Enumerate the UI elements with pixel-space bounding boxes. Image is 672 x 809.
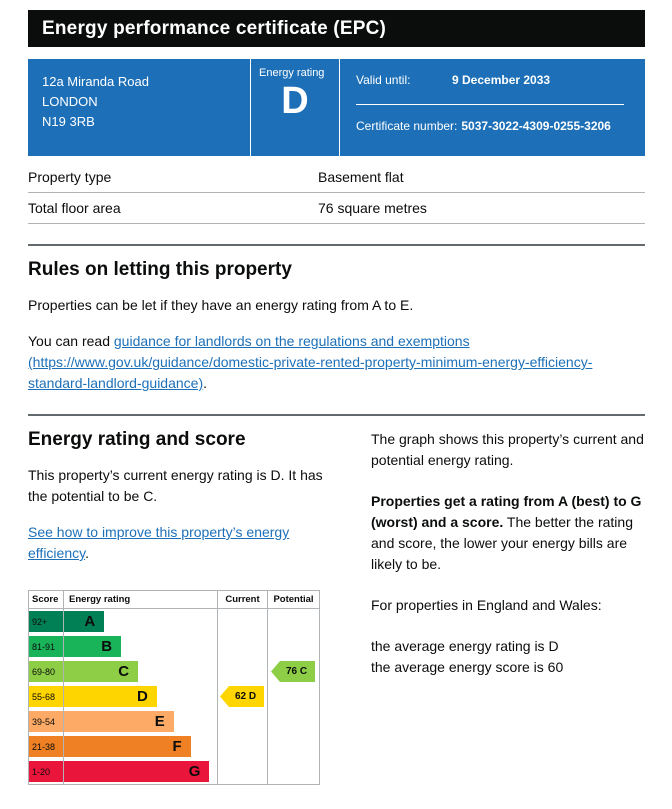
band-score-label: 55-68 (32, 691, 56, 702)
rules-paragraph-2-suffix: . (203, 375, 207, 391)
band-score-label: 92+ (32, 616, 48, 627)
england-wales-paragraph: For properties in England and Wales: (371, 597, 602, 613)
address-line-2: LONDON (42, 94, 98, 110)
address-line-3: N19 3RB (42, 114, 95, 130)
table-row: Property type Basement flat (28, 162, 645, 193)
epc-band-E: 39-54 E (29, 709, 217, 734)
improve-efficiency-suffix: . (85, 545, 89, 561)
certificate-number-label: Certificate number: (356, 118, 458, 133)
score-section-left-column: Energy rating and score This property’s … (28, 429, 329, 785)
epc-band-bar-G: 1-20 G (29, 761, 210, 782)
average-rating-line: the average energy rating is D (371, 638, 559, 654)
address-line-1: 12a Miranda Road (42, 74, 149, 89)
current-rating-marker: 62 D (220, 686, 264, 707)
epc-band-G: 1-20 G (29, 759, 217, 784)
epc-band-bar-C: 69-80 C (29, 661, 139, 682)
epc-band-D: 55-68 D (29, 684, 217, 709)
score-section-right-column: The graph shows this property’s current … (371, 429, 645, 785)
band-score-label: 69-80 (32, 666, 56, 677)
chart-header-current: Current (217, 591, 267, 608)
certificate-number-value: 5037-3022-4309-0255-3206 (461, 118, 611, 133)
band-letter-label: C (118, 663, 130, 680)
epc-chart-bands: 92+ A 81-91 B 69-80 C 55-68 D 39-54 E 21-38 F 1-20 G (29, 609, 217, 784)
property-type-value: Basement flat (317, 169, 404, 185)
validity-divider (356, 103, 624, 105)
band-score-label: 21-38 (32, 741, 56, 752)
score-column-divider (63, 609, 64, 784)
certificate-summary-box: 12a Miranda Road LONDON N19 3RB Energy r… (28, 59, 645, 156)
improve-efficiency-paragraph: See how to improve this property’s energ… (28, 522, 329, 564)
graph-explainer-paragraph: The graph shows this property’s current … (371, 431, 644, 468)
epc-chart-body: 92+ A 81-91 B 69-80 C 55-68 D 39-54 E 21-38 F 1-20 G … (29, 609, 319, 784)
rules-heading: Rules on letting this property (28, 259, 292, 280)
energy-rating-label: Energy rating (259, 67, 325, 79)
band-score-label: 1-20 (32, 766, 51, 777)
table-row: Total floor area 76 square metres (28, 193, 645, 224)
epc-band-bar-E: 39-54 E (29, 711, 174, 732)
rating-scale-paragraph: Properties get a rating from A (best) to… (371, 491, 645, 575)
averages-paragraph: the average energy rating is D the averag… (371, 636, 645, 678)
band-score-label: 81-91 (32, 641, 56, 652)
epc-band-bar-B: 81-91 B (29, 636, 122, 657)
chart-header-potential: Potential (267, 591, 319, 608)
valid-until-label: Valid until: (356, 73, 411, 87)
band-letter-label: B (101, 638, 113, 655)
band-letter-label: E (154, 713, 165, 730)
validity-box: Valid until: 9 December 2033 Certificate… (340, 59, 645, 156)
rules-paragraph-2: You can read guidance for landlords on t… (28, 331, 645, 394)
landlord-guidance-link[interactable]: guidance for landlords on the regulation… (28, 333, 593, 391)
band-letter-label: G (188, 763, 201, 780)
page-title: Energy performance certificate (EPC) (42, 17, 387, 39)
current-rating-paragraph: This property’s current energy rating is… (28, 467, 323, 504)
energy-rating-score-section: Energy rating and score This property’s … (28, 414, 645, 785)
epc-chart: Score Energy rating Current Potential 92… (28, 590, 320, 785)
valid-until-row: Valid until: 9 December 2033 (356, 72, 629, 89)
potential-rating-marker-text: 76 C (285, 666, 308, 677)
potential-column-divider (267, 609, 268, 784)
epc-band-bar-F: 21-38 F (29, 736, 191, 757)
current-rating-marker-text: 62 D (234, 691, 257, 702)
energy-rating-value: D (281, 80, 309, 122)
band-letter-label: F (172, 738, 182, 755)
certificate-title-banner: Energy performance certificate (EPC) (28, 10, 645, 47)
rules-paragraph-2-prefix: You can read (28, 333, 114, 349)
energy-rating-box: Energy rating D (250, 59, 340, 156)
rating-scale-rest-text: The better the rating and score, the low… (371, 514, 633, 572)
rules-paragraph-1: Properties can be let if they have an en… (28, 297, 414, 313)
property-address: 12a Miranda Road LONDON N19 3RB (28, 59, 250, 156)
score-section-heading: Energy rating and score (28, 429, 246, 450)
epc-band-F: 21-38 F (29, 734, 217, 759)
rules-section: Rules on letting this property Propertie… (28, 244, 645, 394)
epc-chart-header: Score Energy rating Current Potential (29, 591, 319, 609)
chart-header-energy-rating: Energy rating (63, 591, 217, 608)
current-column-divider (217, 609, 218, 784)
band-letter-label: D (136, 688, 148, 705)
epc-band-C: 69-80 C (29, 659, 217, 684)
band-score-label: 39-54 (32, 716, 56, 727)
average-score-line: the average energy score is 60 (371, 659, 564, 675)
valid-until-value: 9 December 2033 (452, 73, 551, 87)
epc-band-bar-A: 92+ A (29, 611, 105, 632)
floor-area-label: Total floor area (28, 200, 121, 216)
epc-band-A: 92+ A (29, 609, 217, 634)
rating-scale-bold-text: Properties get a rating from A (best) to… (371, 493, 642, 530)
epc-band-bar-D: 55-68 D (29, 686, 157, 707)
certificate-number-row: Certificate number: 5037-3022-4309-0255-3… (356, 118, 629, 135)
floor-area-value: 76 square metres (317, 200, 427, 216)
improve-efficiency-link[interactable]: See how to improve this property’s energ… (28, 524, 290, 561)
chart-header-score: Score (32, 594, 59, 605)
property-type-label: Property type (28, 169, 112, 185)
band-letter-label: A (84, 613, 96, 630)
epc-band-B: 81-91 B (29, 634, 217, 659)
property-facts-table: Property type Basement flat Total floor … (28, 162, 645, 224)
potential-rating-marker: 76 C (271, 661, 315, 682)
